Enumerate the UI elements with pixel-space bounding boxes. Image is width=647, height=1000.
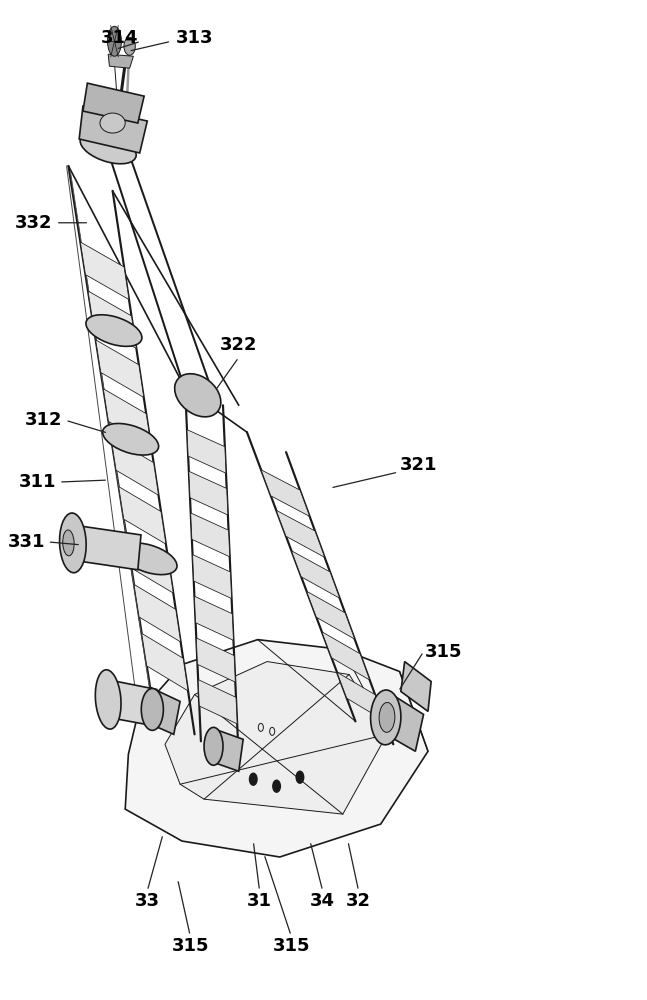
- Text: 332: 332: [15, 214, 52, 232]
- Polygon shape: [198, 680, 237, 724]
- Polygon shape: [134, 584, 181, 642]
- Text: 312: 312: [25, 411, 62, 429]
- Polygon shape: [111, 438, 159, 495]
- Polygon shape: [104, 389, 151, 446]
- Ellipse shape: [95, 670, 121, 729]
- Ellipse shape: [204, 727, 223, 765]
- Text: 32: 32: [346, 892, 371, 910]
- Polygon shape: [126, 536, 173, 593]
- Text: 321: 321: [400, 456, 437, 474]
- Text: 31: 31: [247, 892, 272, 910]
- Ellipse shape: [175, 374, 221, 417]
- Text: 314: 314: [100, 29, 138, 47]
- Polygon shape: [79, 106, 148, 153]
- Ellipse shape: [371, 690, 401, 745]
- Polygon shape: [337, 672, 385, 721]
- Text: 313: 313: [176, 29, 213, 47]
- Polygon shape: [189, 471, 228, 515]
- Polygon shape: [108, 54, 133, 68]
- Text: 34: 34: [310, 892, 335, 910]
- Polygon shape: [108, 681, 157, 724]
- Polygon shape: [191, 513, 230, 557]
- Polygon shape: [126, 640, 428, 857]
- Polygon shape: [322, 632, 369, 680]
- Polygon shape: [83, 83, 144, 123]
- Polygon shape: [401, 662, 431, 711]
- Polygon shape: [88, 291, 137, 348]
- Text: 331: 331: [8, 533, 45, 551]
- Ellipse shape: [107, 26, 122, 56]
- Circle shape: [273, 780, 280, 792]
- Ellipse shape: [86, 315, 142, 346]
- Ellipse shape: [60, 513, 86, 573]
- Polygon shape: [196, 638, 236, 682]
- Polygon shape: [118, 487, 166, 544]
- Polygon shape: [210, 729, 243, 771]
- Polygon shape: [194, 596, 234, 640]
- Polygon shape: [144, 687, 180, 734]
- Ellipse shape: [103, 423, 159, 455]
- Ellipse shape: [141, 688, 164, 730]
- Polygon shape: [165, 662, 387, 814]
- Ellipse shape: [379, 702, 395, 732]
- Ellipse shape: [63, 530, 74, 556]
- Circle shape: [250, 773, 257, 785]
- Polygon shape: [187, 430, 226, 473]
- Text: 315: 315: [171, 937, 209, 955]
- Text: 33: 33: [135, 892, 160, 910]
- Text: 315: 315: [272, 937, 310, 955]
- Polygon shape: [380, 691, 424, 751]
- Polygon shape: [291, 551, 340, 598]
- Polygon shape: [96, 340, 144, 397]
- Circle shape: [296, 771, 303, 783]
- Ellipse shape: [100, 113, 126, 133]
- Polygon shape: [276, 510, 325, 557]
- Polygon shape: [261, 470, 310, 516]
- Polygon shape: [193, 555, 232, 599]
- Text: 311: 311: [18, 473, 56, 491]
- Text: 315: 315: [425, 643, 463, 661]
- Polygon shape: [80, 242, 129, 300]
- Polygon shape: [307, 591, 355, 639]
- Text: 322: 322: [220, 336, 258, 354]
- Ellipse shape: [80, 132, 136, 164]
- Ellipse shape: [124, 37, 135, 55]
- Polygon shape: [71, 525, 141, 570]
- Polygon shape: [142, 633, 188, 691]
- Ellipse shape: [121, 543, 177, 575]
